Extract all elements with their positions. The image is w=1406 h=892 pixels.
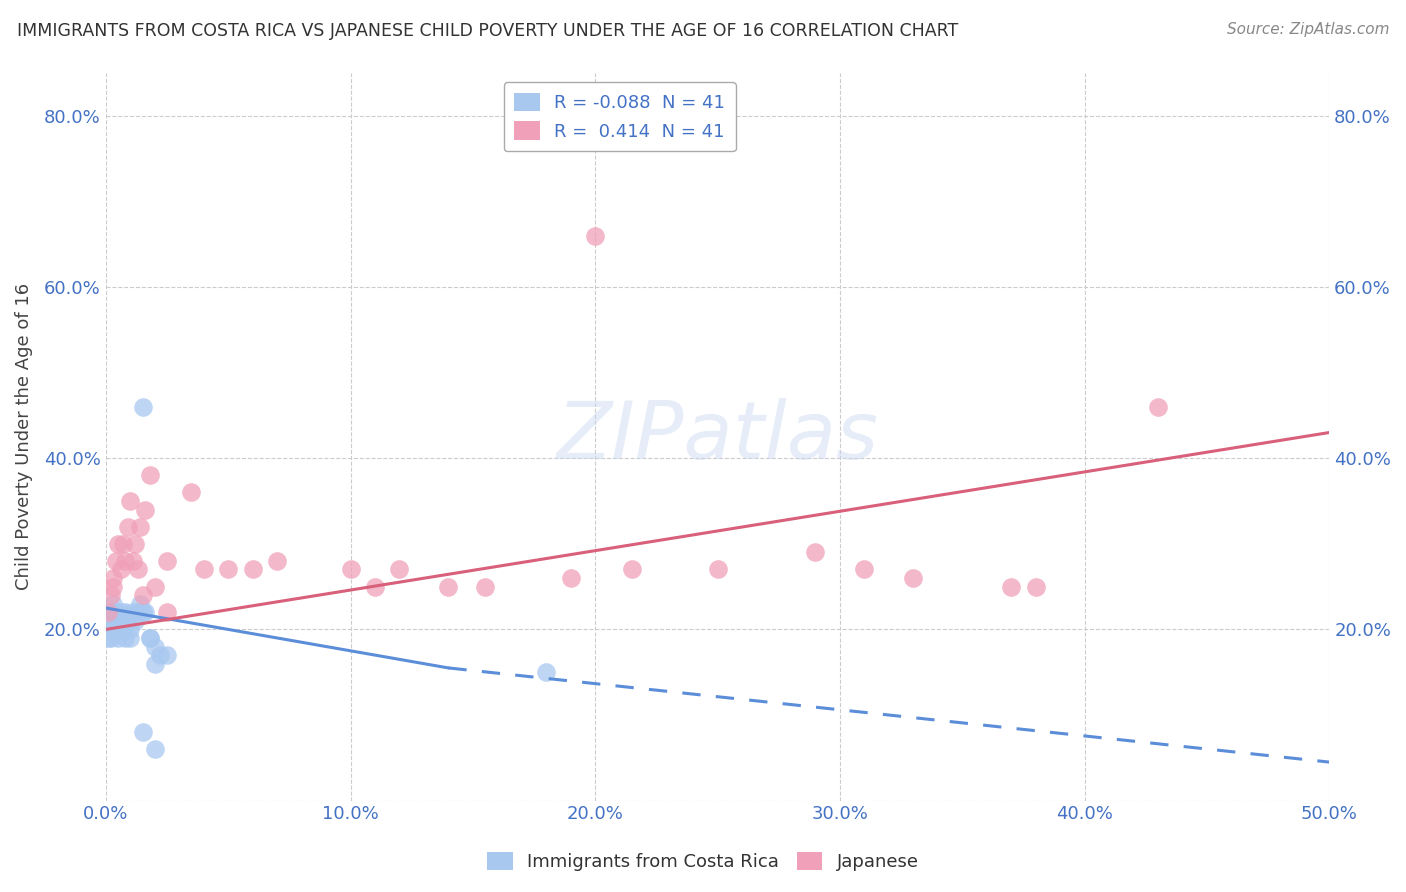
Point	[139, 631, 162, 645]
Point	[804, 545, 827, 559]
Point	[107, 631, 129, 645]
Point	[124, 537, 146, 551]
Point	[583, 228, 606, 243]
Text: IMMIGRANTS FROM COSTA RICA VS JAPANESE CHILD POVERTY UNDER THE AGE OF 16 CORRELA: IMMIGRANTS FROM COSTA RICA VS JAPANESE C…	[17, 22, 957, 40]
Point	[560, 571, 582, 585]
Point	[364, 580, 387, 594]
Point	[127, 605, 149, 619]
Point	[100, 605, 122, 619]
Point	[124, 614, 146, 628]
Y-axis label: Child Poverty Under the Age of 16: Child Poverty Under the Age of 16	[15, 284, 32, 591]
Point	[107, 623, 129, 637]
Point	[120, 623, 142, 637]
Point	[100, 631, 122, 645]
Point	[131, 605, 153, 619]
Point	[143, 657, 166, 671]
Point	[139, 468, 162, 483]
Point	[103, 605, 125, 619]
Text: ZIPatlas: ZIPatlas	[557, 398, 879, 475]
Text: Source: ZipAtlas.com: Source: ZipAtlas.com	[1226, 22, 1389, 37]
Point	[903, 571, 925, 585]
Point	[242, 562, 264, 576]
Point	[156, 648, 179, 662]
Point	[104, 554, 127, 568]
Point	[104, 605, 127, 619]
Point	[134, 502, 156, 516]
Point	[114, 631, 136, 645]
Point	[217, 562, 239, 576]
Point	[1025, 580, 1047, 594]
Point	[111, 614, 134, 628]
Point	[110, 562, 132, 576]
Point	[134, 605, 156, 619]
Point	[143, 580, 166, 594]
Point	[129, 519, 152, 533]
Legend: Immigrants from Costa Rica, Japanese: Immigrants from Costa Rica, Japanese	[479, 845, 927, 879]
Point	[97, 623, 120, 637]
Point	[100, 588, 122, 602]
Point	[121, 554, 143, 568]
Point	[104, 614, 127, 628]
Point	[103, 623, 125, 637]
Point	[103, 571, 125, 585]
Point	[131, 725, 153, 739]
Point	[1147, 400, 1170, 414]
Point	[120, 494, 142, 508]
Point	[139, 631, 162, 645]
Point	[121, 605, 143, 619]
Point	[388, 562, 411, 576]
Point	[97, 605, 120, 619]
Point	[193, 562, 215, 576]
Point	[706, 562, 728, 576]
Point	[120, 631, 142, 645]
Point	[474, 580, 496, 594]
Point	[156, 554, 179, 568]
Point	[97, 631, 120, 645]
Point	[156, 605, 179, 619]
Point	[1000, 580, 1022, 594]
Legend: R = -0.088  N = 41, R =  0.414  N = 41: R = -0.088 N = 41, R = 0.414 N = 41	[503, 82, 735, 152]
Point	[107, 614, 129, 628]
Point	[117, 614, 139, 628]
Point	[536, 665, 558, 680]
Point	[266, 554, 288, 568]
Point	[853, 562, 876, 576]
Point	[110, 605, 132, 619]
Point	[111, 623, 134, 637]
Point	[143, 742, 166, 756]
Point	[100, 623, 122, 637]
Point	[117, 519, 139, 533]
Point	[114, 554, 136, 568]
Point	[129, 597, 152, 611]
Point	[180, 485, 202, 500]
Point	[110, 614, 132, 628]
Point	[131, 588, 153, 602]
Point	[103, 580, 125, 594]
Point	[127, 562, 149, 576]
Point	[143, 640, 166, 654]
Point	[104, 623, 127, 637]
Point	[620, 562, 643, 576]
Point	[131, 400, 153, 414]
Point	[149, 648, 172, 662]
Point	[114, 605, 136, 619]
Point	[107, 537, 129, 551]
Point	[100, 614, 122, 628]
Point	[97, 614, 120, 628]
Point	[437, 580, 460, 594]
Point	[111, 537, 134, 551]
Point	[339, 562, 361, 576]
Point	[103, 597, 125, 611]
